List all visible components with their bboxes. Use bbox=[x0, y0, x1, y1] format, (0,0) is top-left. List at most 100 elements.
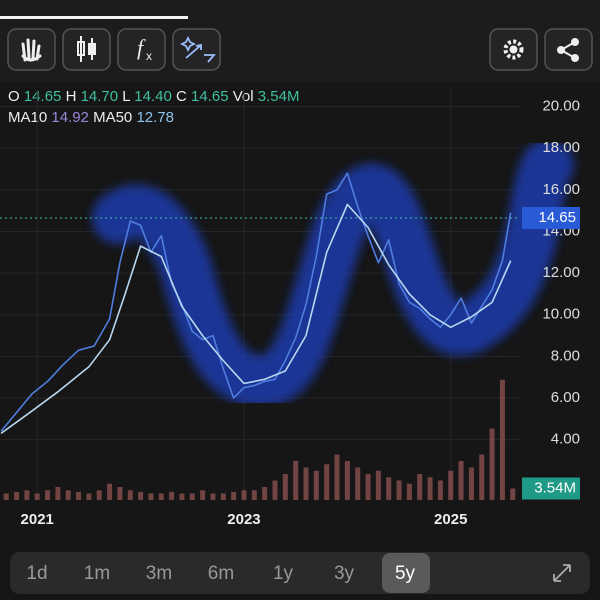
y-tick-label: 18.00 bbox=[542, 139, 580, 156]
volume-bar bbox=[200, 490, 206, 500]
volume-bar bbox=[499, 379, 505, 500]
candle-button[interactable] bbox=[62, 28, 111, 71]
volume-tag-bg bbox=[522, 477, 580, 500]
volume-bar bbox=[313, 470, 319, 500]
quote-line: O 14.65 H 14.70 L 14.40 C 14.65 Vol 3.54… bbox=[8, 88, 299, 105]
volume-bar bbox=[169, 491, 175, 500]
series-line bbox=[0, 203, 512, 435]
volume-tag: 3.54M bbox=[534, 479, 576, 496]
range-option[interactable]: 1d bbox=[26, 563, 47, 584]
volume-bar bbox=[96, 490, 102, 500]
volume-bar bbox=[272, 480, 278, 500]
close-value: 14.65 bbox=[191, 88, 229, 105]
low-value: 14.40 bbox=[134, 88, 172, 105]
volume-bar bbox=[76, 491, 82, 500]
volume-value: 3.54M bbox=[258, 88, 300, 105]
range-bar bbox=[10, 552, 590, 594]
range-option[interactable]: 3m bbox=[146, 563, 172, 584]
y-tick-label: 16.00 bbox=[542, 181, 580, 198]
volume-bar bbox=[324, 464, 330, 500]
volume-bar bbox=[34, 493, 40, 500]
volume-bar bbox=[55, 487, 61, 500]
ma50-value: 12.78 bbox=[136, 109, 174, 126]
price-tag-bg bbox=[522, 206, 580, 229]
range-list: 1d 1m 3m 6m 1y 3y 5y bbox=[26, 563, 415, 584]
volume-bar bbox=[231, 491, 237, 500]
expand-icon[interactable] bbox=[553, 564, 571, 582]
progress-bar bbox=[0, 16, 188, 19]
range-option[interactable]: 1y bbox=[273, 563, 294, 584]
volume-bar bbox=[262, 487, 268, 500]
range-option[interactable]: 6m bbox=[208, 563, 234, 584]
range-option[interactable]: 3y bbox=[334, 563, 355, 584]
volume-bar bbox=[107, 483, 113, 500]
hand-button[interactable] bbox=[7, 28, 56, 71]
volume-bar bbox=[365, 474, 371, 500]
x-tick-label: 2021 bbox=[21, 511, 54, 528]
open-value: 14.65 bbox=[24, 88, 62, 105]
volume-bar bbox=[158, 493, 164, 500]
share-button[interactable] bbox=[544, 28, 593, 71]
price-tag: 14.65 bbox=[538, 209, 576, 226]
candle-icon bbox=[77, 36, 96, 62]
volume-bar bbox=[406, 483, 412, 500]
ai-icon bbox=[179, 35, 216, 63]
function-icon-f: f bbox=[137, 35, 146, 60]
volume-bar bbox=[45, 490, 51, 500]
volume-bar bbox=[489, 428, 495, 500]
volume-bar bbox=[375, 470, 381, 500]
share-icon bbox=[557, 38, 579, 62]
series-line bbox=[0, 172, 512, 432]
hand-icon bbox=[21, 38, 42, 62]
x-tick-label: 2023 bbox=[227, 511, 260, 528]
open-label: O bbox=[8, 88, 20, 105]
volume-bar bbox=[138, 491, 144, 500]
volume-bar bbox=[479, 454, 485, 500]
ma10-label: MA10 bbox=[8, 109, 47, 126]
volume-bar bbox=[117, 487, 123, 500]
range-option[interactable]: 1m bbox=[84, 563, 110, 584]
volume-bar bbox=[251, 490, 257, 500]
volume-bar bbox=[437, 480, 443, 500]
high-label: H bbox=[66, 88, 77, 105]
y-tick-label: 6.00 bbox=[551, 389, 580, 406]
volume-bar bbox=[241, 490, 247, 500]
volume-bar bbox=[303, 467, 309, 500]
volume-bar bbox=[210, 493, 216, 500]
toolbar bbox=[7, 28, 593, 71]
low-label: L bbox=[122, 88, 130, 105]
volume-bar bbox=[148, 493, 154, 500]
y-tick-label: 10.00 bbox=[542, 306, 580, 323]
function-button[interactable] bbox=[117, 28, 166, 71]
volume-bar bbox=[14, 491, 20, 500]
volume-bar bbox=[189, 493, 195, 500]
volume-label: Vol bbox=[233, 88, 254, 105]
close-label: C bbox=[176, 88, 187, 105]
volume-bar bbox=[448, 470, 454, 500]
high-value: 14.70 bbox=[81, 88, 119, 105]
volume-bar bbox=[220, 493, 226, 500]
volume-bar bbox=[458, 461, 464, 500]
volume-bar bbox=[344, 461, 350, 500]
volume-bar bbox=[24, 490, 30, 500]
gear-hub bbox=[509, 45, 518, 54]
volume-bar bbox=[396, 480, 402, 500]
volume-bar bbox=[65, 490, 71, 500]
plot: 4.006.008.0010.0012.0014.0016.0018.0020.… bbox=[0, 98, 580, 528]
range-option[interactable]: 5y bbox=[395, 563, 416, 584]
range-selected-bg bbox=[382, 553, 430, 593]
y-tick-label: 4.00 bbox=[551, 431, 580, 448]
gear-icon bbox=[503, 39, 524, 60]
volume-bar bbox=[127, 490, 133, 500]
volume-bar bbox=[86, 493, 92, 500]
volume-bar bbox=[468, 467, 474, 500]
ma-line: MA10 14.92 MA50 12.78 bbox=[8, 109, 174, 126]
volume-bar bbox=[427, 477, 433, 500]
ma50-label: MA50 bbox=[93, 109, 132, 126]
volume-bar bbox=[386, 477, 392, 500]
x-tick-label: 2025 bbox=[434, 511, 467, 528]
volume-bar bbox=[282, 474, 288, 500]
volume-bar bbox=[417, 474, 423, 500]
volume-bar bbox=[355, 467, 361, 500]
